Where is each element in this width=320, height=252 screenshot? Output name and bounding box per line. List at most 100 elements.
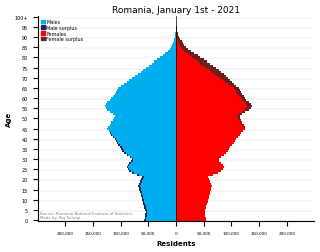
Bar bbox=[138, 73, 176, 75]
Bar bbox=[146, 207, 176, 209]
Bar bbox=[176, 140, 235, 142]
Bar bbox=[155, 61, 176, 63]
Bar bbox=[116, 140, 117, 142]
Bar bbox=[105, 106, 176, 108]
Bar bbox=[176, 114, 239, 116]
Bar bbox=[176, 203, 207, 205]
Bar bbox=[124, 83, 176, 85]
Bar bbox=[176, 43, 179, 45]
Bar bbox=[145, 217, 146, 219]
Bar bbox=[144, 205, 146, 207]
Bar bbox=[144, 219, 146, 221]
Bar bbox=[176, 29, 177, 31]
Bar bbox=[178, 41, 181, 43]
Bar bbox=[237, 116, 240, 118]
Bar bbox=[176, 146, 230, 148]
Bar bbox=[133, 159, 176, 161]
Bar bbox=[122, 150, 124, 152]
Bar bbox=[146, 67, 176, 69]
Bar bbox=[239, 96, 244, 98]
Bar bbox=[130, 163, 131, 165]
Bar bbox=[140, 71, 176, 73]
Bar bbox=[212, 71, 221, 73]
Bar bbox=[144, 177, 176, 179]
Bar bbox=[131, 171, 176, 173]
Bar bbox=[242, 124, 244, 126]
Bar bbox=[176, 185, 212, 187]
Bar bbox=[176, 150, 228, 152]
Bar bbox=[141, 189, 176, 191]
Bar bbox=[139, 183, 140, 185]
Bar bbox=[176, 67, 206, 69]
Bar bbox=[238, 118, 240, 120]
Bar bbox=[141, 179, 143, 181]
Bar bbox=[176, 108, 246, 110]
Bar bbox=[181, 47, 186, 49]
Bar bbox=[118, 144, 120, 146]
Bar bbox=[176, 138, 236, 140]
Bar bbox=[176, 85, 231, 87]
Bar bbox=[175, 35, 176, 37]
Bar bbox=[176, 163, 221, 165]
Bar bbox=[110, 112, 176, 114]
Bar bbox=[142, 181, 176, 183]
Bar bbox=[174, 39, 176, 41]
Bar bbox=[235, 90, 240, 92]
Bar bbox=[176, 39, 178, 41]
Bar bbox=[246, 108, 251, 110]
Bar bbox=[140, 187, 176, 189]
Bar bbox=[176, 134, 240, 136]
Bar bbox=[107, 128, 176, 130]
Bar bbox=[165, 53, 176, 55]
Bar bbox=[177, 35, 178, 37]
Bar bbox=[220, 77, 228, 79]
Bar bbox=[176, 154, 224, 156]
Bar bbox=[130, 165, 176, 167]
Bar bbox=[106, 104, 176, 106]
Bar bbox=[176, 165, 222, 167]
Bar bbox=[176, 73, 214, 75]
Bar bbox=[132, 159, 133, 161]
Bar bbox=[115, 138, 116, 140]
Bar bbox=[176, 181, 210, 183]
Bar bbox=[132, 173, 134, 175]
Bar bbox=[110, 132, 111, 134]
Bar bbox=[127, 154, 128, 156]
Bar bbox=[138, 185, 140, 187]
Bar bbox=[195, 59, 204, 61]
Bar bbox=[241, 122, 243, 124]
Bar bbox=[217, 75, 226, 77]
Bar bbox=[176, 213, 205, 215]
Bar bbox=[177, 37, 179, 39]
Bar bbox=[176, 195, 209, 197]
Bar bbox=[176, 191, 210, 193]
Bar bbox=[107, 110, 176, 112]
Bar bbox=[128, 154, 176, 156]
Bar bbox=[117, 140, 176, 142]
Bar bbox=[127, 81, 176, 83]
Bar bbox=[176, 49, 182, 51]
Bar bbox=[121, 148, 123, 150]
Bar bbox=[176, 31, 177, 33]
Bar bbox=[147, 215, 176, 217]
Bar bbox=[118, 142, 176, 144]
Bar bbox=[176, 83, 228, 85]
Bar bbox=[133, 161, 176, 163]
Bar bbox=[176, 201, 208, 203]
Bar bbox=[115, 94, 176, 96]
Bar bbox=[141, 195, 143, 197]
Bar bbox=[111, 132, 176, 134]
Bar bbox=[145, 213, 147, 215]
Bar bbox=[114, 136, 176, 138]
Bar bbox=[176, 102, 245, 104]
Bar bbox=[134, 173, 176, 175]
Bar bbox=[130, 169, 176, 171]
Bar bbox=[131, 156, 176, 159]
Bar bbox=[231, 85, 236, 87]
Bar bbox=[245, 102, 249, 104]
Bar bbox=[116, 92, 176, 94]
Bar bbox=[200, 63, 210, 65]
Bar bbox=[107, 102, 176, 104]
Bar bbox=[176, 215, 205, 217]
Bar bbox=[143, 69, 176, 71]
